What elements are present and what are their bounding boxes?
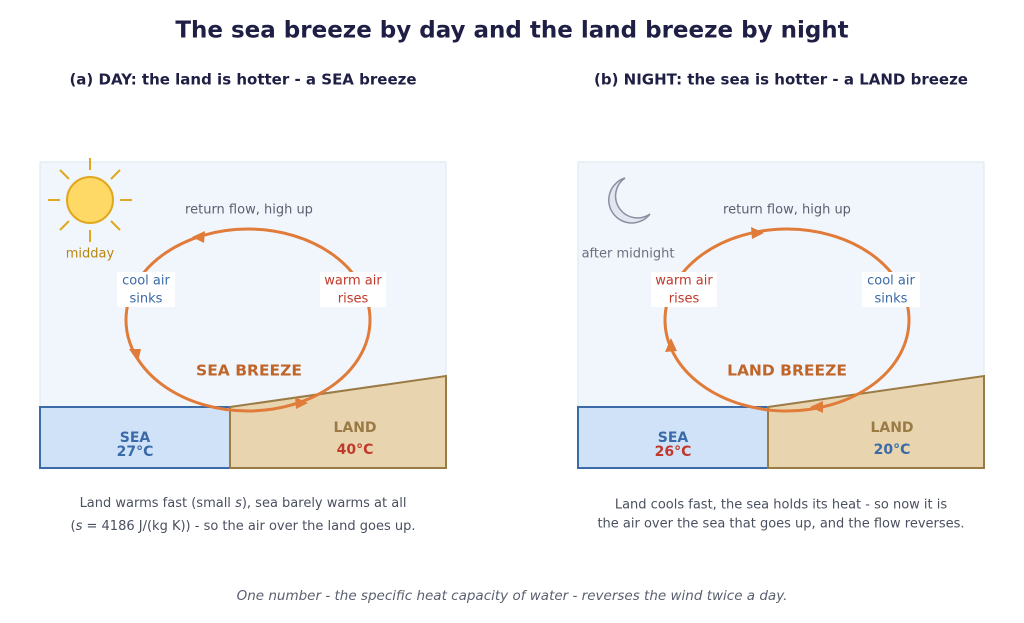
caption: (s = 4186 J/(kg K)) - so the air over th… xyxy=(71,519,416,534)
caption-part: ( xyxy=(71,519,76,534)
panel-night: (b) NIGHT: the sea is hotter - a LAND br… xyxy=(577,71,985,532)
side-label: warm air xyxy=(324,274,382,289)
breeze-label: SEA BREEZE xyxy=(196,362,302,380)
land-label: LAND xyxy=(870,420,913,436)
caption: Land warms fast (small s), sea barely wa… xyxy=(80,496,407,511)
land-temp: 40°C xyxy=(337,442,374,458)
side-label: rises xyxy=(669,292,700,307)
sea xyxy=(39,406,231,469)
arrow xyxy=(751,227,764,239)
sun xyxy=(48,158,132,242)
label-bg xyxy=(117,272,175,307)
panel-day: (a) DAY: the land is hotter - a SEA bree… xyxy=(39,71,447,534)
land-temp: 20°C xyxy=(874,442,911,458)
top-label: return flow, high up xyxy=(185,203,313,218)
arrow xyxy=(192,231,205,243)
land xyxy=(767,374,985,469)
land xyxy=(229,374,447,469)
title: The sea breeze by day and the land breez… xyxy=(175,18,848,44)
side-label: warm air xyxy=(655,274,713,289)
sea-temp: 27°C xyxy=(117,444,154,460)
sea-label: SEA xyxy=(120,430,151,446)
label-bg xyxy=(320,272,386,307)
breeze-label: LAND BREEZE xyxy=(727,362,847,380)
sea-temp: 26°C xyxy=(655,444,692,460)
sea xyxy=(577,406,769,469)
sky-label: midday xyxy=(66,247,115,262)
circulation xyxy=(124,227,372,413)
caption-part: = 4186 J/(kg K)) - so the air over the l… xyxy=(82,519,415,534)
sea-label: SEA xyxy=(658,430,689,446)
side-label: sinks xyxy=(130,292,163,307)
sky-label: after midnight xyxy=(582,247,675,262)
circulation xyxy=(663,227,911,413)
caption-part: s xyxy=(76,519,83,534)
caption-part: s xyxy=(235,496,242,511)
top-label: return flow, high up xyxy=(723,203,851,218)
panel-heading: (b) NIGHT: the sea is hotter - a LAND br… xyxy=(594,71,968,89)
moon xyxy=(608,177,651,224)
side-label: cool air xyxy=(122,274,170,289)
caption: Land cools fast, the sea holds its heat … xyxy=(615,498,948,513)
arrow xyxy=(810,401,823,413)
arrow xyxy=(295,397,308,409)
side-label: sinks xyxy=(875,292,908,307)
footer: One number - the specific heat capacity … xyxy=(237,588,788,604)
label-bg xyxy=(862,272,920,307)
panel-heading: (a) DAY: the land is hotter - a SEA bree… xyxy=(69,71,416,89)
caption-part: ), sea barely warms at all xyxy=(242,496,407,511)
arrow xyxy=(129,349,141,362)
side-label: rises xyxy=(338,292,369,307)
caption-part: Land warms fast (small xyxy=(80,496,236,511)
caption: the air over the sea that goes up, and t… xyxy=(597,517,964,532)
land-label: LAND xyxy=(333,420,376,436)
arrow xyxy=(665,338,677,352)
side-label: cool air xyxy=(867,274,915,289)
label-bg xyxy=(651,272,717,307)
